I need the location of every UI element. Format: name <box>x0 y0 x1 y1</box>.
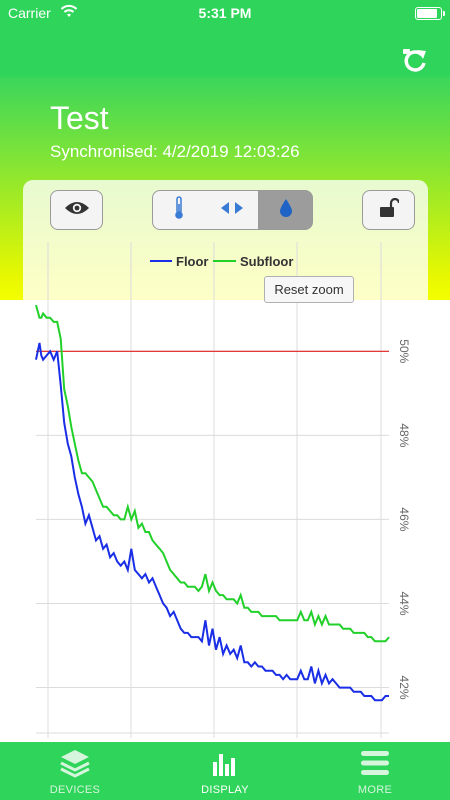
tab-label-devices: DEVICES <box>49 784 101 796</box>
battery-level <box>417 9 437 18</box>
eye-icon <box>64 200 90 221</box>
wifi-icon <box>60 4 78 21</box>
sync-icon[interactable] <box>400 46 430 76</box>
thermometer-icon <box>174 195 184 225</box>
tab-display[interactable]: DISPLAY <box>150 742 300 800</box>
battery-icon <box>415 7 445 20</box>
layers-icon <box>57 748 93 778</box>
sync-timestamp: Synchronised: 4/2/2019 12:03:26 <box>50 142 300 161</box>
reset-zoom-button[interactable]: Reset zoom <box>264 276 354 303</box>
tab-more[interactable]: MORE <box>300 742 450 800</box>
horizontal-arrows-icon <box>220 201 244 220</box>
tab-devices[interactable]: DEVICES <box>0 742 150 800</box>
humidity-mode-button[interactable] <box>259 190 313 230</box>
chart-card-body <box>23 300 428 742</box>
clock-label: 5:31 PM <box>198 5 252 21</box>
unlocked-padlock-icon <box>379 197 400 223</box>
zoom-lock-button[interactable] <box>362 190 415 230</box>
status-bar: Carrier 5:31 PM <box>0 0 450 28</box>
bar-chart-icon <box>207 748 243 778</box>
tab-label-more: MORE <box>357 784 393 796</box>
carrier-label: Carrier <box>8 5 51 21</box>
range-mode-button[interactable] <box>205 190 259 230</box>
page-title: Test <box>50 100 109 136</box>
menu-icon <box>357 748 393 778</box>
tab-bar: DEVICES DISPLAY MORE <box>0 742 450 800</box>
temperature-mode-button[interactable] <box>152 190 206 230</box>
tab-label-display: DISPLAY <box>201 784 249 796</box>
view-toggle-button[interactable] <box>50 190 103 230</box>
water-drop-icon <box>279 198 293 223</box>
